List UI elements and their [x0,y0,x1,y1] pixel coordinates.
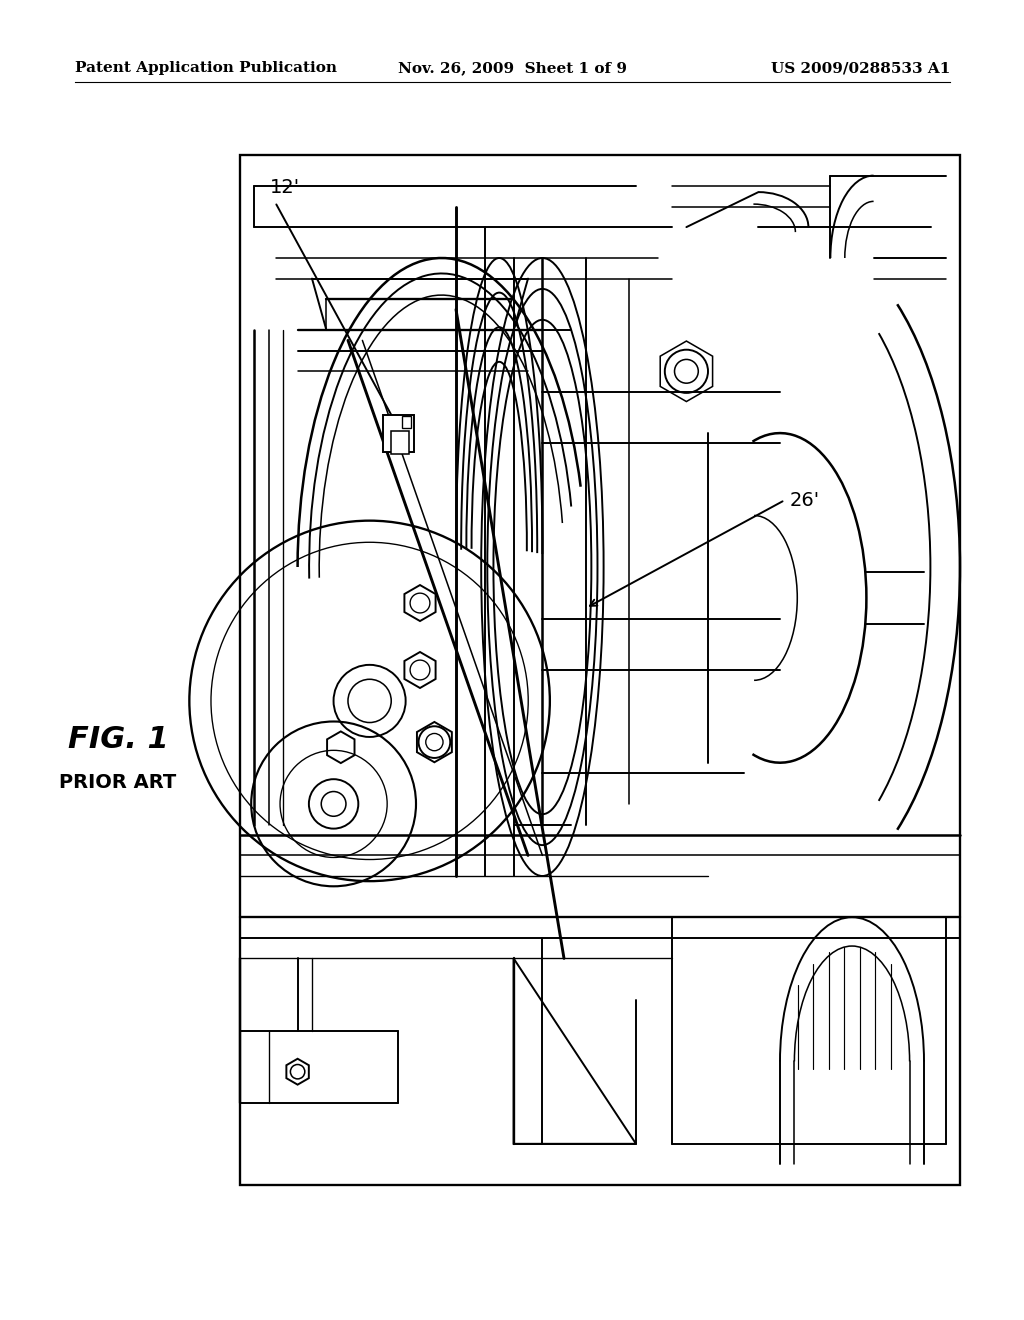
Polygon shape [514,958,636,1144]
Text: US 2009/0288533 A1: US 2009/0288533 A1 [771,61,950,75]
Bar [402,416,411,428]
Bar [391,432,410,454]
Text: 26': 26' [790,491,820,510]
Text: FIG. 1: FIG. 1 [68,726,168,755]
Text: 12': 12' [270,178,300,197]
Text: Patent Application Publication: Patent Application Publication [75,61,337,75]
Text: Nov. 26, 2009  Sheet 1 of 9: Nov. 26, 2009 Sheet 1 of 9 [397,61,627,75]
Bar [383,414,415,451]
Circle shape [322,792,346,816]
Text: PRIOR ART: PRIOR ART [59,772,176,792]
Circle shape [348,680,391,722]
Bar [240,154,961,1185]
